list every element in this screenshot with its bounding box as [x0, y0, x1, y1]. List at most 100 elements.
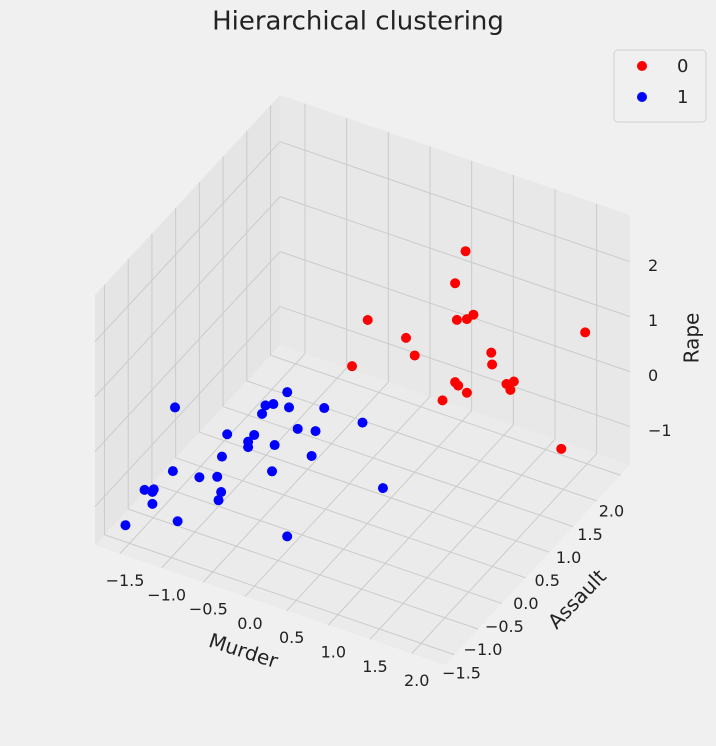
point	[362, 315, 373, 326]
point	[212, 471, 223, 482]
point	[257, 408, 268, 419]
grid-line	[199, 431, 550, 553]
left-pane	[95, 95, 280, 545]
grid-line	[119, 353, 306, 554]
legend-box	[613, 49, 707, 123]
point	[468, 309, 479, 320]
grid-line	[175, 457, 526, 579]
grid-line	[151, 482, 503, 604]
point	[222, 429, 233, 440]
point	[306, 450, 317, 461]
points	[120, 246, 591, 542]
grid-line	[279, 306, 631, 428]
grid-line	[279, 251, 631, 373]
point	[451, 314, 462, 325]
point	[243, 442, 254, 453]
grid-line	[161, 367, 348, 569]
y-tick-label: 0.5	[534, 571, 559, 590]
point	[409, 350, 420, 361]
point	[310, 426, 321, 437]
z-tick-label: 0	[648, 366, 658, 385]
z-tick-label: 1	[648, 311, 658, 330]
grid-line	[279, 196, 631, 318]
point	[139, 484, 150, 495]
y-tick-label: −1.5	[442, 663, 481, 682]
grid-line	[286, 410, 473, 612]
point	[213, 495, 224, 506]
point	[460, 246, 471, 257]
point	[437, 395, 448, 406]
point	[282, 531, 293, 542]
panes	[95, 95, 630, 665]
legend-marker	[637, 92, 647, 102]
x-tick-label: 1.0	[321, 643, 346, 662]
y-tick-label: 2.0	[599, 502, 624, 521]
z-tick-label: −1	[648, 421, 672, 440]
point	[357, 417, 368, 428]
point	[461, 387, 472, 398]
x-tick-label: 1.5	[362, 657, 387, 676]
ticks: −1.5−1.0−0.50.00.51.01.52.0 −1.5−1.0−0.50…	[106, 256, 672, 690]
grid-line	[244, 396, 431, 597]
x-tick-label: 2.0	[404, 671, 429, 690]
point	[556, 443, 567, 454]
grid	[94, 103, 631, 656]
point	[377, 483, 388, 494]
grid-line	[369, 438, 556, 640]
point	[487, 359, 498, 370]
x-tick-label: −1.5	[106, 571, 145, 590]
point	[505, 384, 516, 395]
point	[269, 440, 280, 451]
point	[216, 487, 227, 498]
legend: 01	[613, 49, 707, 123]
point	[170, 402, 181, 413]
point	[401, 332, 412, 343]
point	[580, 327, 591, 338]
grid-line	[94, 306, 281, 507]
point	[319, 403, 330, 414]
grid-line	[128, 508, 479, 630]
y-tick-label: 1.5	[577, 525, 602, 544]
point	[260, 400, 271, 411]
legend-label: 1	[677, 87, 688, 108]
grid-line	[327, 424, 514, 626]
point	[147, 486, 158, 497]
point	[267, 466, 278, 477]
x-tick-label: −0.5	[189, 600, 228, 619]
y-tick-label: 0.0	[513, 594, 538, 613]
grid-line	[246, 380, 597, 502]
legend-marker	[637, 61, 647, 71]
x-tick-label: 0.0	[237, 614, 262, 633]
point	[453, 380, 464, 391]
grid-line	[202, 381, 389, 583]
point	[284, 402, 295, 413]
grid-line	[94, 141, 281, 343]
point	[120, 520, 131, 531]
grid-line	[411, 453, 598, 654]
point	[249, 429, 260, 440]
grid-line	[94, 196, 281, 397]
point	[194, 472, 205, 483]
point	[347, 361, 358, 372]
point	[147, 498, 158, 509]
y-tick-label: −0.5	[485, 617, 524, 636]
grid-line	[94, 251, 281, 452]
grid-line	[279, 141, 631, 263]
z-axis-label: Rape	[680, 313, 704, 364]
point	[486, 347, 497, 358]
x-axis-label: Murder	[206, 628, 282, 673]
point	[172, 516, 183, 527]
point	[216, 451, 227, 462]
grid-line	[104, 534, 455, 656]
x-tick-label: 0.5	[279, 628, 304, 647]
point	[450, 278, 461, 289]
floor-pane	[95, 345, 630, 665]
legend-label: 0	[677, 56, 688, 77]
point	[292, 423, 303, 434]
z-tick-label: 2	[648, 256, 658, 275]
grid-line	[270, 354, 621, 476]
y-tick-label: 1.0	[556, 548, 581, 567]
grid-line	[222, 406, 574, 528]
x-tick-label: −1.0	[147, 585, 186, 604]
